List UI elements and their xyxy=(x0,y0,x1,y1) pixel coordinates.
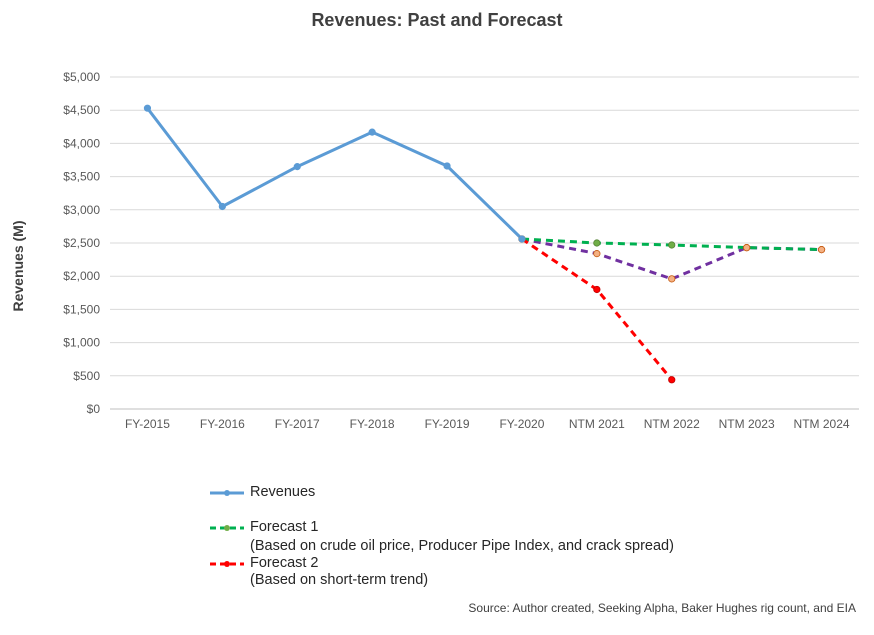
series-line-series xyxy=(521,237,822,281)
y-tick-labels: $0 $500 $1,000 $1,500 $2,000 $2,500 $3,000 $3,5… xyxy=(63,70,100,416)
x-tick-labels: FY-2015 FY-2016 FY-2017 FY-2018 FY-2019 FY-20… xyxy=(125,417,850,431)
y-tick-label: $1,000 xyxy=(63,336,100,350)
y-tick-label: $3,500 xyxy=(63,170,100,184)
legend-note-forecast-2: (Based on short-term trend) xyxy=(250,572,429,588)
x-tick-label: NTM 2023 xyxy=(719,417,775,431)
data-point-revenues xyxy=(293,163,301,171)
x-tick-label: NTM 2024 xyxy=(794,417,850,431)
legend-marker-revenues xyxy=(210,490,244,496)
legend-note-forecast-1: (Based on crude oil price, Producer Pipe… xyxy=(250,538,674,554)
chart-title: Revenues: Past and Forecast xyxy=(311,10,563,30)
x-tick-label: NTM 2022 xyxy=(644,417,700,431)
x-tick-label: FY-2018 xyxy=(350,417,395,431)
legend-marker-forecast-2 xyxy=(210,561,244,567)
x-tick-label: NTM 2021 xyxy=(569,417,625,431)
data-point-series xyxy=(593,250,601,258)
legend-label-revenues: Revenues xyxy=(250,484,316,500)
data-point-forecast-1 xyxy=(817,246,826,254)
y-tick-label: $3,000 xyxy=(63,203,100,217)
data-point-series xyxy=(668,275,676,283)
x-tick-label: FY-2016 xyxy=(200,417,245,431)
y-tick-label: $4,000 xyxy=(63,136,100,150)
y-tick-label: $500 xyxy=(73,369,100,383)
x-tick-label: FY-2019 xyxy=(425,417,470,431)
series-points xyxy=(143,104,826,384)
series-line-revenues xyxy=(145,106,524,241)
data-point-forecast-2 xyxy=(668,376,676,384)
y-tick-label: $0 xyxy=(87,402,101,416)
y-tick-label: $2,500 xyxy=(63,236,100,250)
data-point-revenues xyxy=(368,128,376,136)
data-point-revenues xyxy=(443,162,451,170)
line-chart: $0 $500 $1,000 $1,500 $2,000 $2,500 $3,000 $3,5… xyxy=(63,70,859,431)
data-point-forecast-1 xyxy=(668,241,676,249)
y-tick-label: $4,500 xyxy=(63,103,100,117)
source-note: Source: Author created, Seeking Alpha, B… xyxy=(468,601,856,615)
y-tick-label: $2,000 xyxy=(63,269,100,283)
x-tick-label: FY-2020 xyxy=(499,417,544,431)
legend-label-forecast-2: Forecast 2 xyxy=(250,555,319,571)
legend-marker-forecast-1 xyxy=(210,525,244,531)
y-tick-label: $5,000 xyxy=(63,70,100,84)
x-tick-label: FY-2017 xyxy=(275,417,320,431)
y-tick-label: $1,500 xyxy=(63,302,100,316)
data-point-revenues xyxy=(143,104,152,112)
series-lines xyxy=(145,106,822,381)
data-point-forecast-1 xyxy=(743,244,751,252)
data-point-forecast-2 xyxy=(593,285,601,294)
data-point-forecast-1 xyxy=(593,239,601,247)
x-tick-label: FY-2015 xyxy=(125,417,170,431)
legend-label-forecast-1: Forecast 1 xyxy=(250,519,319,535)
data-point-revenues xyxy=(518,235,526,243)
data-point-revenues xyxy=(218,202,226,211)
gridlines xyxy=(110,76,859,410)
